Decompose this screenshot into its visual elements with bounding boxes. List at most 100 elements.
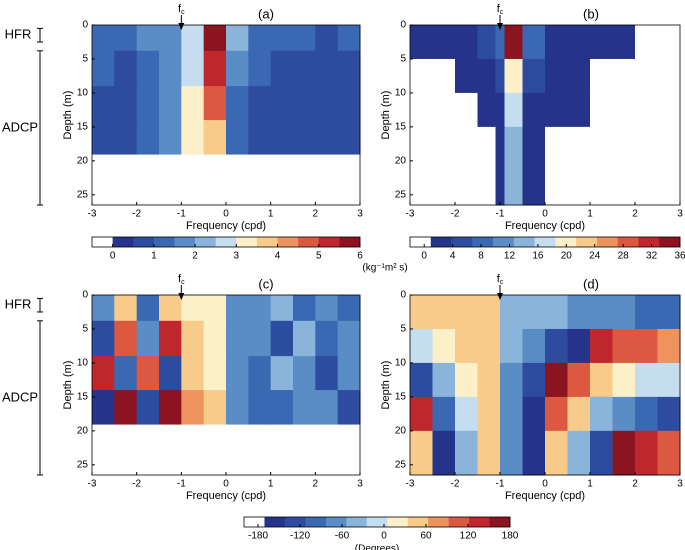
heatmap-cell [203, 25, 227, 52]
heatmap-cell [203, 86, 227, 121]
heatmap-cell [315, 25, 339, 52]
colorbar-swatch [513, 237, 535, 247]
heatmap-cell [181, 356, 205, 391]
heatmap-cell [432, 328, 456, 364]
heatmap-cell [567, 396, 591, 432]
y-tick-label: 10 [395, 88, 407, 99]
x-tick-label: -3 [406, 209, 415, 220]
y-tick-label: 25 [395, 189, 407, 200]
heatmap-cell [293, 356, 316, 391]
fc-text: f [178, 273, 182, 285]
y-tick-label: 5 [400, 54, 406, 65]
heatmap-cell [635, 430, 658, 476]
heatmap-cell [92, 356, 115, 391]
heatmap-cell [337, 356, 361, 391]
colorbar-tick-label: 0 [421, 251, 427, 262]
x-tick-label: -3 [88, 479, 97, 490]
heatmap-cell [477, 58, 496, 94]
colorbar-swatch [659, 237, 681, 247]
sensor-label: HFR [5, 27, 32, 42]
colorbar-swatch [195, 237, 216, 247]
heatmap-cell [248, 356, 272, 391]
heatmap-cell [315, 390, 339, 425]
heatmap-cell [455, 126, 478, 162]
heatmap-cell [504, 126, 523, 162]
heatmap-cell [590, 25, 636, 60]
heatmap-cell [337, 86, 361, 121]
heatmap-cell [315, 120, 339, 155]
y-tick-label: 0 [82, 20, 88, 31]
heatmap-cell [114, 86, 138, 121]
y-tick-label: 10 [395, 358, 407, 369]
colorbar-swatch [534, 237, 556, 247]
x-axis-label: Frequency (cpd) [186, 490, 266, 502]
heatmap-cell [270, 320, 294, 357]
x-tick-label: -1 [496, 479, 505, 490]
heatmap-cell [92, 390, 115, 425]
heatmap-cell [522, 126, 546, 162]
y-tick-label: 0 [400, 290, 406, 301]
y-tick-label: 15 [395, 122, 407, 133]
heatmap-cell [226, 50, 249, 87]
heatmap-cell [114, 295, 138, 322]
heatmap-cell [114, 50, 138, 87]
colorbar-swatch [318, 237, 340, 247]
colorbar-swatch [366, 517, 388, 527]
colorbar-swatch [469, 517, 490, 527]
x-tick-label: 0 [223, 209, 229, 220]
heatmap-cell [455, 430, 478, 476]
heatmap-cell [567, 328, 591, 364]
colorbar-tick-label: 60 [420, 531, 432, 542]
colorbar-swatch [264, 517, 286, 527]
x-axis-label: Frequency (cpd) [505, 220, 585, 232]
heatmap-cell [181, 86, 205, 121]
heatmap-cell [136, 295, 160, 322]
x-tick-label: 2 [313, 209, 319, 220]
heatmap-cell [495, 58, 505, 94]
colorbar-tick-label: 8 [478, 251, 484, 262]
colorbar-tick-label: 2 [192, 251, 198, 262]
x-tick-label: 1 [268, 209, 274, 220]
heatmap-cell [657, 430, 681, 476]
heatmap-cell [567, 362, 591, 398]
heatmap-cell [226, 356, 249, 391]
fc-text: f [497, 273, 501, 285]
heatmap-cell [337, 25, 361, 52]
heatmap-cell [545, 430, 568, 476]
heatmap-cell [270, 390, 294, 425]
colorbar-swatch [153, 237, 175, 247]
fc-arrow-head [178, 293, 185, 300]
y-tick-label: 20 [77, 155, 89, 166]
heatmap-cell [545, 126, 591, 162]
y-tick-label: 5 [400, 324, 406, 335]
heatmap-cell [590, 328, 613, 364]
heatmap-cell [114, 25, 138, 52]
heatmap-cell [590, 362, 613, 398]
colorbar-tick-label: 3 [234, 251, 240, 262]
heatmap-cell [504, 58, 523, 94]
fc-sub: c [181, 9, 185, 16]
heatmap-cell [159, 120, 182, 155]
x-tick-label: 2 [313, 479, 319, 490]
heatmap-cell [635, 295, 658, 330]
heatmap-cell [455, 328, 478, 364]
y-axis-label: Depth (m) [380, 361, 392, 410]
heatmap-cell [248, 120, 272, 155]
colorbar-swatch [256, 237, 278, 247]
y-tick-label: 10 [77, 88, 89, 99]
colorbar-swatch [448, 517, 470, 527]
heatmap-cell [635, 396, 658, 432]
fc-sub: c [500, 9, 504, 16]
heatmap-cell [293, 50, 316, 87]
heatmap-cell [293, 320, 316, 357]
heatmap-cell [590, 58, 636, 94]
colorbar-swatch [489, 517, 511, 527]
heatmap-cell [410, 126, 456, 162]
x-axis-label: Frequency (cpd) [186, 220, 266, 232]
colorbar-swatch [430, 237, 452, 247]
heatmap-cell [203, 50, 227, 87]
heatmap-cell [455, 58, 478, 94]
heatmap-cell [500, 328, 523, 364]
colorbar-tick-label: 5 [316, 251, 322, 262]
